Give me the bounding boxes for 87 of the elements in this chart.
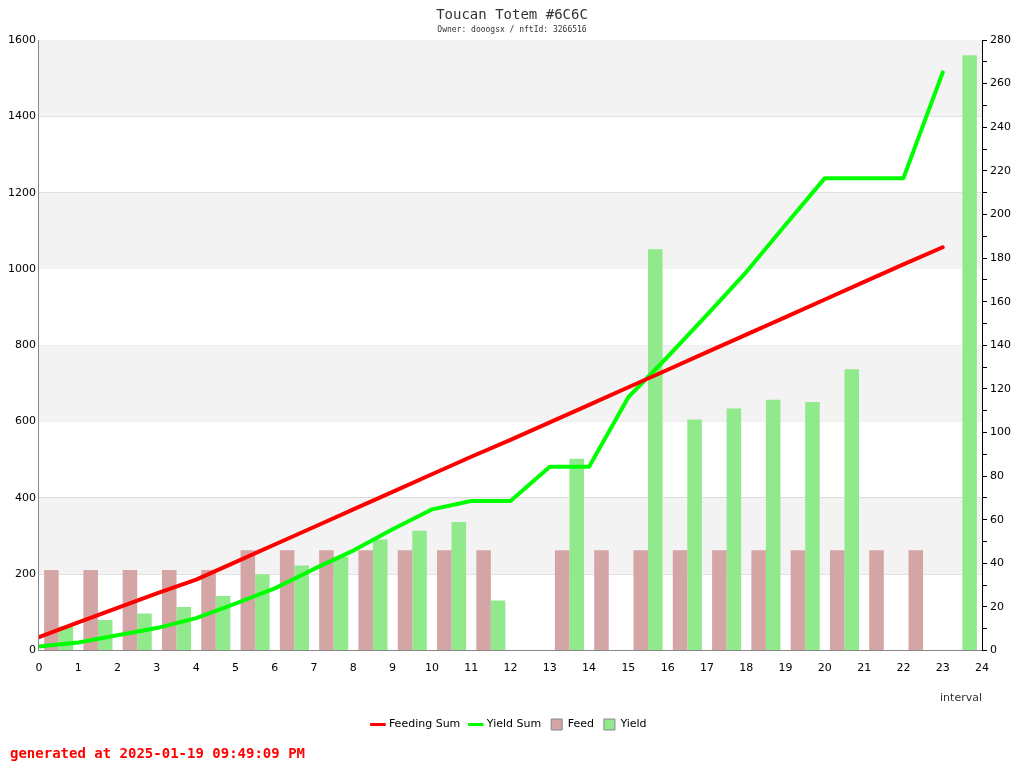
- bar: [908, 550, 924, 651]
- text: generated at 2025-01-19 09:49:09 PM: [10, 745, 306, 761]
- bar: [397, 550, 413, 651]
- x-tick-label: 24: [975, 661, 989, 675]
- bar: [358, 550, 373, 651]
- x-tick-label: 4: [192, 661, 200, 675]
- chart-title: Toucan Totem #6C6C: [435, 6, 589, 22]
- bar: [594, 550, 609, 651]
- bar: [648, 249, 663, 651]
- y2-tick-label: 280: [990, 32, 1011, 46]
- x-tick-label: 6: [271, 661, 279, 675]
- x-tick-label: 1: [74, 661, 82, 675]
- y-tick-label: 1000: [7, 261, 36, 275]
- bar: [412, 530, 427, 651]
- y2-tick-label: 120: [990, 381, 1011, 395]
- x-tick-label: 15: [621, 661, 636, 675]
- x-tick-label: 18: [739, 661, 754, 675]
- bar: [712, 550, 727, 651]
- y-tick-label: 0: [28, 643, 36, 657]
- x-tick-label: 5: [231, 661, 239, 675]
- x-tick-label: 21: [857, 661, 872, 675]
- x-tick-label: 23: [935, 661, 950, 675]
- y2-tick-label: 160: [990, 294, 1011, 308]
- bar: [279, 550, 295, 651]
- bar: [554, 550, 570, 651]
- y-tick-label: 800: [14, 338, 36, 352]
- bar: [765, 399, 781, 651]
- y-tick-label: 1200: [7, 185, 36, 199]
- bar: [333, 556, 349, 651]
- x-tick-label: 12: [503, 661, 518, 675]
- y2-tick-label: 200: [990, 207, 1011, 221]
- chart-subtitle: Owner: dooogsx / nftId: 3266516: [436, 25, 588, 34]
- x-axis-title: interval: [940, 691, 982, 705]
- bar: [962, 55, 977, 651]
- x-tick-label: 9: [389, 661, 397, 675]
- bar: [451, 521, 467, 651]
- y-tick-label: 1400: [7, 109, 36, 123]
- bar: [294, 565, 309, 651]
- x-tick-label: 2: [114, 661, 122, 675]
- y-tick-label: 1600: [7, 32, 36, 46]
- y2-tick-label: 240: [990, 120, 1011, 134]
- y-tick-label: 200: [14, 567, 36, 581]
- x-tick-label: 3: [153, 661, 161, 675]
- bar: [569, 458, 584, 651]
- bar: [829, 550, 845, 651]
- bar: [726, 408, 742, 651]
- bar: [687, 419, 702, 651]
- x-tick-label: 10: [424, 661, 439, 675]
- y2-tick-label: 220: [990, 163, 1011, 177]
- y2-tick-label: 180: [990, 250, 1011, 264]
- bar: [844, 369, 860, 651]
- y2-tick-label: 20: [990, 599, 1004, 613]
- bar: [869, 550, 884, 651]
- legend-label: Feeding Sum: [388, 717, 461, 731]
- x-tick-label: 7: [310, 661, 318, 675]
- bar: [633, 550, 649, 651]
- bar: [790, 550, 806, 651]
- x-tick-label: 16: [660, 661, 675, 675]
- bar: [476, 550, 491, 651]
- x-tick-label: 20: [817, 661, 832, 675]
- bar: [751, 550, 766, 651]
- y2-tick-label: 140: [990, 338, 1011, 352]
- bar: [255, 574, 270, 651]
- x-tick-label: 14: [582, 661, 597, 675]
- bar: [805, 402, 820, 651]
- bar: [490, 600, 506, 651]
- bar: [319, 550, 334, 651]
- x-tick-label: 17: [699, 661, 714, 675]
- y2-tick-label: 100: [990, 425, 1011, 439]
- x-tick-label: 22: [896, 661, 911, 675]
- y-tick-label: 600: [14, 414, 36, 428]
- x-tick-label: 11: [464, 661, 479, 675]
- legend-label: Feed: [567, 717, 594, 731]
- legend-label: Yield Sum: [485, 717, 542, 731]
- y-tick-label: 400: [14, 490, 36, 504]
- bar: [437, 550, 452, 651]
- x-tick-label: 8: [349, 661, 357, 675]
- x-tick-label: 19: [778, 661, 793, 675]
- y2-tick-label: 40: [990, 556, 1004, 570]
- y2-tick-label: 60: [990, 512, 1004, 526]
- y2-tick-label: 0: [990, 643, 997, 657]
- x-tick-label: 13: [542, 661, 557, 675]
- y2-tick-label: 260: [990, 76, 1011, 90]
- y2-tick-label: 80: [990, 469, 1004, 482]
- legend-label: Yield: [619, 717, 647, 731]
- bar: [672, 550, 688, 651]
- bar: [372, 539, 388, 651]
